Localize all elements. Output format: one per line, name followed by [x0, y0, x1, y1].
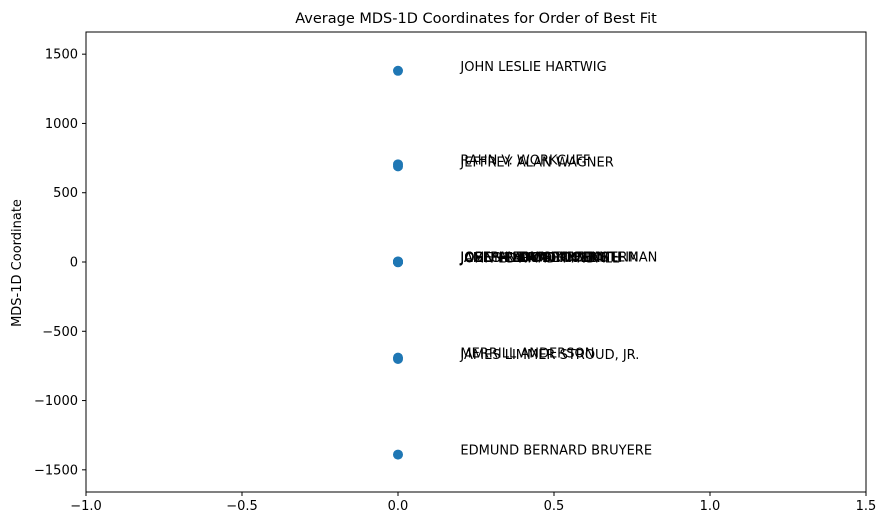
point-label: JAMES LIMMER STROUD, JR. — [459, 348, 639, 363]
point-label: MERRILL ANDERSON — [460, 347, 594, 362]
y-tick-label: 500 — [53, 186, 78, 201]
x-tick-label: 1.5 — [856, 499, 877, 514]
y-tick-label: −1500 — [34, 463, 78, 478]
point-label: EDMUND BERNARD BRUYERE — [460, 444, 652, 459]
chart-title: Average MDS-1D Coordinates for Order of … — [295, 11, 657, 27]
data-point — [393, 449, 403, 460]
data-point — [393, 257, 403, 268]
y-tick-label: 1500 — [45, 48, 78, 63]
point-label: JEFFREY ALAN WAGNER — [459, 155, 613, 170]
data-point — [393, 353, 403, 364]
x-tick-label: 0.0 — [388, 499, 409, 514]
point-label: JOSEPH LOUIS RUBENSTEIN — [459, 251, 638, 266]
point-label: JOHN EDWARD TYNDALL — [459, 251, 620, 266]
data-point — [393, 161, 403, 172]
y-tick-label: −1000 — [34, 394, 78, 409]
point-label: JOHN LESLIE HARTWIG — [459, 60, 606, 75]
point-label: JOSEPH EDWARD ZIMMERMAN — [459, 250, 657, 265]
y-axis-label: MDS-1D Coordinate — [10, 199, 25, 327]
y-tick-label: −500 — [42, 325, 78, 340]
x-tick-label: −1.0 — [70, 499, 102, 514]
x-tick-label: 0.5 — [544, 499, 565, 514]
plot-area-frame — [85, 31, 867, 493]
scatter-points — [393, 65, 403, 460]
data-point — [393, 65, 403, 76]
point-label: JAMES RANDOLPH SMITH — [459, 251, 622, 266]
y-tick-label: 0 — [70, 256, 78, 271]
x-tick-label: 1.0 — [700, 499, 721, 514]
point-label: JOEL HENRY BERKMAN — [459, 251, 606, 266]
y-tick-label: 1000 — [45, 117, 78, 132]
point-labels: JOHN LESLIE HARTWIG RAHN V. WORKCUFFJEFFR… — [459, 60, 657, 459]
y-axis-ticks: −1500 −1000 −500 0 500 1000 1500 — [34, 48, 86, 478]
point-label: JAMES ELLIOTT COLE — [459, 251, 596, 266]
point-label: JOHN ANTHONY PELKY — [459, 251, 605, 266]
x-tick-label: −0.5 — [226, 499, 258, 514]
point-label: RAHN V. WORKCUFF — [460, 153, 590, 168]
x-axis-ticks: −1.0 −0.5 0.0 0.5 1.0 1.5 — [70, 492, 876, 514]
